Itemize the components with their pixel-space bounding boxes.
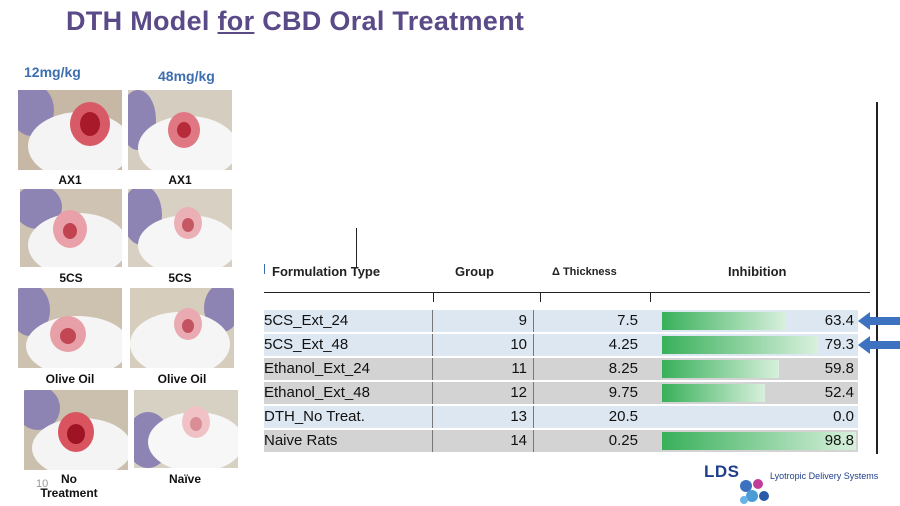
cell-type: DTH_No Treat.	[264, 406, 433, 428]
title-part-3: CBD Oral Treatment	[254, 6, 525, 36]
cell-type: Naive Rats	[264, 430, 433, 452]
table-row: Ethanol_Ext_48 12 9.75 52.4	[264, 382, 858, 406]
cell-group: 12	[432, 382, 534, 404]
photo-naive	[134, 390, 238, 468]
title-part-2: for	[217, 6, 255, 36]
logo-name: Lyotropic Delivery Systems	[770, 471, 879, 481]
cell-inhibition: 79.3	[662, 334, 858, 356]
title-part-1: DTH Model	[66, 6, 218, 36]
dose-low-label: 12mg/kg	[24, 64, 81, 80]
cell-group: 14	[432, 430, 534, 452]
cell-group: 11	[432, 358, 534, 380]
inhibition-bar	[662, 312, 786, 330]
caption-olive-high: Olive Oil	[157, 372, 207, 386]
mouse-ear-image	[20, 189, 122, 267]
table-row: Naive Rats 14 0.25 98.8	[264, 430, 858, 454]
caption-5cs-low: 5CS	[59, 271, 83, 285]
mouse-ear-image	[24, 390, 128, 470]
cell-thickness: 20.5	[608, 408, 638, 425]
header-tick	[264, 264, 265, 274]
header-rule-tick	[540, 292, 541, 302]
photo-5cs-low	[20, 189, 122, 267]
caption-no-treatment: No Treatment	[24, 472, 114, 500]
table-row: DTH_No Treat. 13 20.5 0.0	[264, 406, 858, 430]
slide-title: DTH Model for CBD Oral Treatment	[66, 6, 524, 37]
header-inhibition: Inhibition	[728, 264, 787, 279]
dose-high-label: 48mg/kg	[158, 68, 215, 84]
caption-olive-low: Olive Oil	[45, 372, 95, 386]
arrow-left-icon	[858, 336, 900, 354]
header-rule-tick	[433, 292, 434, 302]
lds-logo: LDS Lyotropic Delivery Systems	[704, 462, 878, 504]
cell-thickness: 9.75	[608, 384, 638, 401]
molecule-icon	[740, 479, 769, 504]
cell-type: Ethanol_Ext_48	[264, 382, 433, 404]
mouse-ear-image	[18, 90, 122, 170]
inhibition-value: 52.4	[824, 384, 854, 401]
inhibition-bar	[662, 360, 779, 378]
caption-ax1-high: AX1	[168, 173, 192, 187]
vertical-rule	[876, 102, 878, 454]
header-rule	[264, 292, 870, 293]
cell-inhibition: 63.4	[662, 310, 858, 332]
arrow-left-icon	[858, 312, 900, 330]
photo-olive-low	[18, 288, 122, 368]
page-number: 10	[36, 478, 49, 490]
caption-5cs-high: 5CS	[168, 271, 192, 285]
caption-no-treatment-line1: No	[61, 472, 77, 486]
cell-inhibition: 59.8	[662, 358, 858, 380]
mouse-ear-image	[130, 288, 234, 368]
cell-group: 13	[432, 406, 534, 428]
photo-ax1-high	[128, 90, 232, 170]
header-rule-tick	[650, 292, 651, 302]
cell-thickness: 7.5	[617, 312, 638, 329]
caption-naive: Naïve	[168, 472, 202, 486]
header-thickness: Δ Thickness	[552, 266, 617, 278]
table-row: 5CS_Ext_24 9 7.5 63.4	[264, 310, 858, 334]
caption-ax1-low: AX1	[58, 173, 82, 187]
cell-inhibition: 98.8	[662, 430, 858, 452]
mouse-ear-image	[134, 390, 238, 468]
inhibition-value: 79.3	[824, 336, 854, 353]
mouse-ear-image	[128, 189, 232, 267]
photo-olive-high	[130, 288, 234, 368]
cell-type: 5CS_Ext_24	[264, 310, 433, 332]
mouse-ear-image	[18, 288, 122, 368]
mouse-ear-image	[128, 90, 232, 170]
cell-group: 9	[432, 310, 534, 332]
header-formulation-type: Formulation Type	[272, 264, 381, 279]
photo-no-treatment	[24, 390, 128, 470]
inhibition-bar	[662, 384, 765, 402]
header-group: Group	[455, 264, 494, 279]
inhibition-value: 59.8	[824, 360, 854, 377]
cell-thickness: 8.25	[608, 360, 638, 377]
inhibition-bar	[662, 336, 817, 354]
inhibition-value: 98.8	[824, 432, 854, 449]
cell-thickness: 0.25	[608, 432, 638, 449]
table-row: 5CS_Ext_48 10 4.25 79.3	[264, 334, 858, 358]
cell-inhibition: 52.4	[662, 382, 858, 404]
cell-type: Ethanol_Ext_24	[264, 358, 433, 380]
cell-group: 10	[432, 334, 534, 356]
photo-ax1-low	[18, 90, 122, 170]
table-row: Ethanol_Ext_24 11 8.25 59.8	[264, 358, 858, 382]
cell-type: 5CS_Ext_48	[264, 334, 433, 356]
inhibition-value: 63.4	[824, 312, 854, 329]
inhibition-value: 0.0	[833, 408, 854, 425]
logo-abbr: LDS	[704, 462, 740, 481]
caption-no-treatment-line2: Treatment	[40, 486, 98, 500]
cursor-line	[356, 228, 357, 268]
inhibition-bar	[662, 432, 856, 450]
cell-thickness: 4.25	[608, 336, 638, 353]
photo-5cs-high	[128, 189, 232, 267]
cell-inhibition: 0.0	[662, 406, 858, 428]
